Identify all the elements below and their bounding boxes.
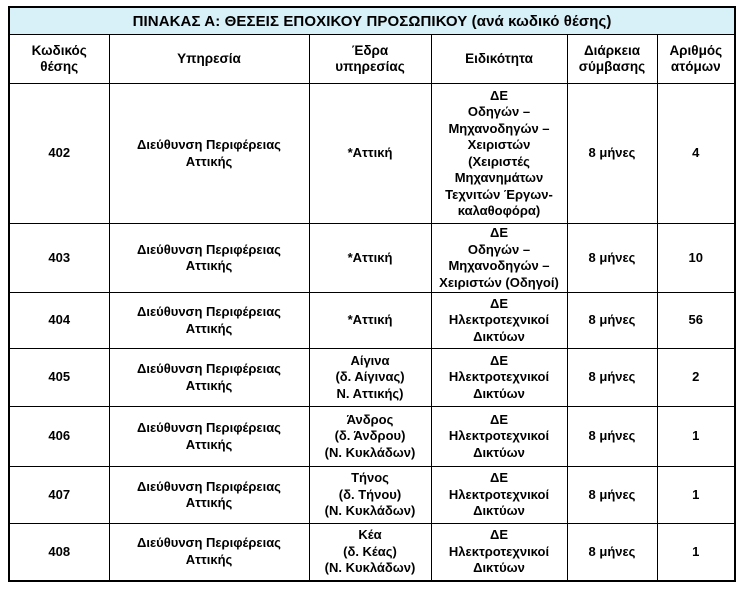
cell-service: Διεύθυνση Περιφέρειας Αττικής	[108, 466, 310, 524]
cell-service-seat: Κέα (δ. Κέας) (Ν. Κυκλάδων)	[308, 523, 432, 581]
cell-specialty: ΔΕ Ηλεκτροτεχνικοί Δικτύων	[430, 348, 568, 407]
cell-contract-duration: 8 μήνες	[566, 523, 658, 581]
cell-person-count: 4	[656, 83, 736, 224]
cell-service: Διεύθυνση Περιφέρειας Αττικής	[108, 223, 310, 293]
table-row: 402 Διεύθυνση Περιφέρειας Αττικής *Αττικ…	[8, 83, 736, 224]
table-title-row: ΠΙΝΑΚΑΣ Α: ΘΕΣΕΙΣ ΕΠΟΧΙΚΟΥ ΠΡΟΣΩΠΙΚΟΥ (α…	[8, 6, 736, 35]
cell-contract-duration: 8 μήνες	[566, 292, 658, 349]
cell-service: Διεύθυνση Περιφέρειας Αττικής	[108, 292, 310, 349]
table-row: 404 Διεύθυνση Περιφέρειας Αττικής *Αττικ…	[8, 292, 736, 349]
cell-specialty: ΔΕ Οδηγών – Μηχανοδηγών – Χειριστών (Οδη…	[430, 223, 568, 293]
cell-position-code: 405	[8, 348, 110, 407]
cell-position-code: 407	[8, 466, 110, 524]
cell-position-code: 404	[8, 292, 110, 349]
cell-specialty: ΔΕ Ηλεκτροτεχνικοί Δικτύων	[430, 406, 568, 467]
table-row: 406 Διεύθυνση Περιφέρειας Αττικής Άνδρος…	[8, 406, 736, 467]
cell-contract-duration: 8 μήνες	[566, 406, 658, 467]
cell-service-seat: Τήνος (δ. Τήνου) (Ν. Κυκλάδων)	[308, 466, 432, 524]
cell-service-seat: *Αττική	[308, 83, 432, 224]
table-header-row: Κωδικός θέσης Υπηρεσία Έδρα υπηρεσίας Ει…	[8, 34, 736, 84]
col-header-contract-duration: Διάρκεια σύμβασης	[566, 34, 658, 84]
table-row: 405 Διεύθυνση Περιφέρειας Αττικής Αίγινα…	[8, 348, 736, 407]
table-row: 403 Διεύθυνση Περιφέρειας Αττικής *Αττικ…	[8, 223, 736, 293]
cell-specialty: ΔΕ Ηλεκτροτεχνικοί Δικτύων	[430, 523, 568, 581]
cell-service: Διεύθυνση Περιφέρειας Αττικής	[108, 348, 310, 407]
cell-contract-duration: 8 μήνες	[566, 83, 658, 224]
cell-position-code: 406	[8, 406, 110, 467]
cell-person-count: 1	[656, 406, 736, 467]
col-header-specialty: Ειδικότητα	[430, 34, 568, 84]
cell-position-code: 402	[8, 83, 110, 224]
cell-contract-duration: 8 μήνες	[566, 466, 658, 524]
table-title: ΠΙΝΑΚΑΣ Α: ΘΕΣΕΙΣ ΕΠΟΧΙΚΟΥ ΠΡΟΣΩΠΙΚΟΥ (α…	[8, 6, 736, 35]
cell-person-count: 2	[656, 348, 736, 407]
cell-position-code: 408	[8, 523, 110, 581]
col-header-service-seat: Έδρα υπηρεσίας	[308, 34, 432, 84]
cell-position-code: 403	[8, 223, 110, 293]
seasonal-positions-table: ΠΙΝΑΚΑΣ Α: ΘΕΣΕΙΣ ΕΠΟΧΙΚΟΥ ΠΡΟΣΩΠΙΚΟΥ (α…	[8, 6, 737, 582]
cell-service-seat: Άνδρος (δ. Άνδρου) (Ν. Κυκλάδων)	[308, 406, 432, 467]
col-header-service: Υπηρεσία	[108, 34, 310, 84]
table-row: 408 Διεύθυνση Περιφέρειας Αττικής Κέα (δ…	[8, 523, 736, 581]
cell-person-count: 1	[656, 466, 736, 524]
cell-specialty: ΔΕ Ηλεκτροτεχνικοί Δικτύων	[430, 466, 568, 524]
cell-service: Διεύθυνση Περιφέρειας Αττικής	[108, 523, 310, 581]
cell-service-seat: *Αττική	[308, 223, 432, 293]
cell-specialty: ΔΕ Οδηγών – Μηχανοδηγών – Χειριστών (Χει…	[430, 83, 568, 224]
cell-service: Διεύθυνση Περιφέρειας Αττικής	[108, 83, 310, 224]
cell-service: Διεύθυνση Περιφέρειας Αττικής	[108, 406, 310, 467]
cell-person-count: 10	[656, 223, 736, 293]
cell-person-count: 56	[656, 292, 736, 349]
cell-specialty: ΔΕ Ηλεκτροτεχνικοί Δικτύων	[430, 292, 568, 349]
table-row: 407 Διεύθυνση Περιφέρειας Αττικής Τήνος …	[8, 466, 736, 524]
cell-service-seat: *Αττική	[308, 292, 432, 349]
col-header-position-code: Κωδικός θέσης	[8, 34, 110, 84]
cell-service-seat: Αίγινα (δ. Αίγινας) Ν. Αττικής)	[308, 348, 432, 407]
cell-contract-duration: 8 μήνες	[566, 348, 658, 407]
page: ΠΙΝΑΚΑΣ Α: ΘΕΣΕΙΣ ΕΠΟΧΙΚΟΥ ΠΡΟΣΩΠΙΚΟΥ (α…	[8, 6, 737, 582]
col-header-person-count: Αριθμός ατόμων	[656, 34, 736, 84]
cell-person-count: 1	[656, 523, 736, 581]
cell-contract-duration: 8 μήνες	[566, 223, 658, 293]
